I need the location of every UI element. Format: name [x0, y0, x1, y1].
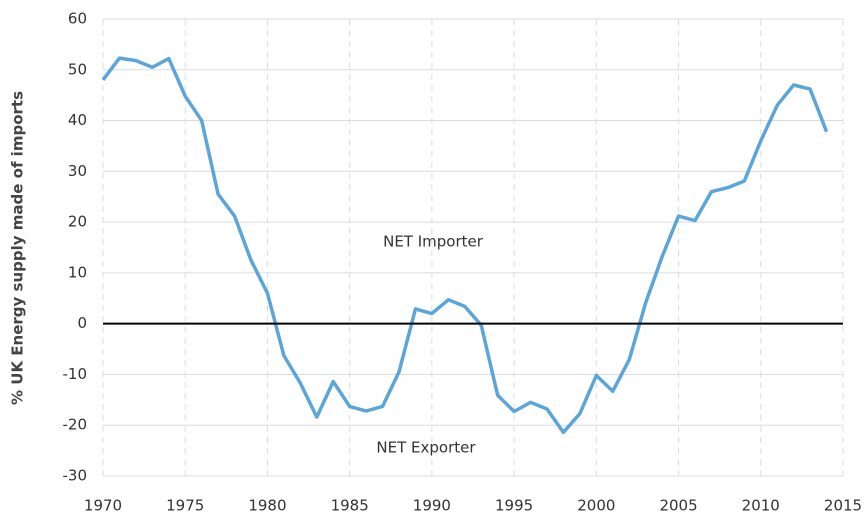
x-tick-label: 2015 [824, 497, 862, 515]
x-tick-label: 2000 [577, 497, 615, 515]
y-tick-label: 60 [68, 10, 87, 28]
x-tick-label: 1990 [413, 497, 451, 515]
x-tick-label: 1970 [84, 497, 122, 515]
y-tick-label: 20 [68, 213, 87, 231]
data-line [101, 56, 829, 435]
y-tick-label: -20 [63, 416, 88, 434]
annotation: NET Importer [383, 233, 484, 251]
x-tick-label: 1995 [495, 497, 533, 515]
x-tick-label: 2005 [659, 497, 697, 515]
x-tick-label: 1980 [248, 497, 286, 515]
annotation: NET Exporter [376, 439, 476, 457]
x-tick-label: 2010 [742, 497, 780, 515]
y-tick-label: 50 [68, 60, 87, 78]
x-tick-label: 1975 [166, 497, 204, 515]
plot: 1970 1975 1980 1985 1990 1995 2000 2005 2010 2015… [63, 10, 863, 515]
y-tick-label: 0 [77, 314, 87, 332]
y-tick-label: 30 [68, 162, 87, 180]
x-tick-label: 1985 [331, 497, 369, 515]
y-axis-title: % UK Energy supply made of imports [9, 91, 27, 405]
y-tick-label: 10 [68, 263, 87, 281]
y-tick-label: -30 [63, 467, 88, 485]
y-tick-label: 40 [68, 111, 87, 129]
y-tick-label: -10 [63, 365, 88, 383]
